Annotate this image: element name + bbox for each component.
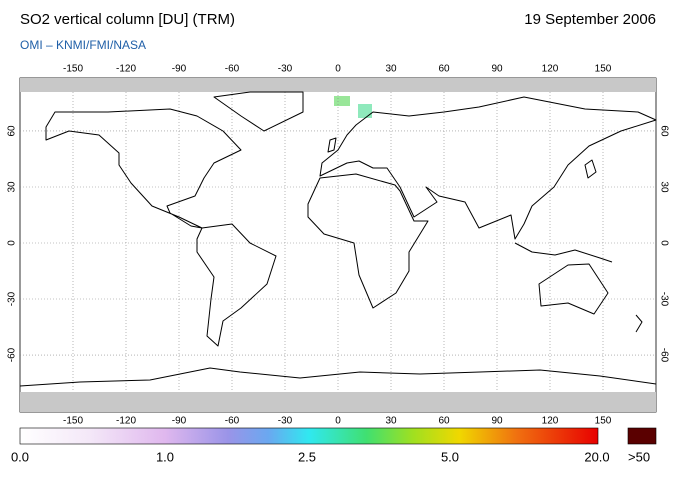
lon-tick-label: 30 — [385, 416, 397, 427]
lon-tick-label: -120 — [116, 416, 136, 427]
colorbar-label: 1.0 — [156, 449, 174, 464]
colorbar-ramp — [19, 427, 599, 445]
lon-tick-label: 150 — [595, 64, 612, 75]
map — [19, 77, 657, 413]
lon-tick-label: 120 — [542, 64, 559, 75]
lat-tick-label: 30 — [658, 181, 669, 193]
lon-tick-label: 0 — [335, 64, 341, 75]
colorbar-label: 2.5 — [298, 449, 316, 464]
colorbar-label: 5.0 — [441, 449, 459, 464]
lat-tick-label: -60 — [658, 348, 669, 363]
subtitle: OMI – KNMI/FMI/NASA — [20, 38, 146, 52]
coastline — [307, 173, 429, 309]
coastline — [584, 159, 597, 179]
lon-tick-label: 0 — [335, 416, 341, 427]
lon-tick-label: -30 — [278, 64, 293, 75]
lon-tick-label: -120 — [116, 64, 136, 75]
so2-signal — [358, 104, 372, 118]
colorbar-label: 20.0 — [584, 449, 609, 464]
no-data-north — [20, 78, 656, 92]
colorbar-labels: 0.0 1.0 2.5 5.0 20.0 — [11, 449, 610, 464]
lat-tick-label: -30 — [658, 292, 669, 307]
lat-tick-label: 60 — [7, 125, 18, 137]
lat-tick-label: 0 — [658, 240, 669, 246]
lon-tick-label: -90 — [172, 416, 187, 427]
lon-tick-label: 120 — [542, 416, 559, 427]
lat-tick-label: -60 — [7, 347, 18, 362]
lon-tick-label: 90 — [491, 416, 503, 427]
lon-tick-label: -60 — [225, 416, 240, 427]
overflow-box — [627, 427, 657, 445]
lat-tick-label: -30 — [7, 291, 18, 306]
lon-tick-label: -60 — [225, 64, 240, 75]
lon-tick-label: 60 — [438, 64, 450, 75]
date: 19 September 2006 — [524, 11, 656, 28]
tick-labels: -150 -150 -120 -120 -90 -90 -60 -60 -30 -30 0 0 30 30… — [7, 64, 670, 427]
coastline — [19, 367, 657, 387]
lon-tick-label: 60 — [438, 416, 450, 427]
lat-tick-label: 0 — [7, 240, 18, 246]
lon-tick-label: 150 — [595, 416, 612, 427]
lon-tick-label: -30 — [278, 416, 293, 427]
lon-tick-label: 30 — [385, 64, 397, 75]
overflow-label: >50 — [628, 449, 650, 464]
coastline — [538, 263, 609, 315]
colorbar-label: 0.0 — [11, 449, 29, 464]
coastline — [213, 91, 304, 132]
graticule — [20, 92, 656, 392]
coastline — [514, 242, 613, 263]
lon-tick-label: 90 — [491, 64, 503, 75]
lon-tick-label: -90 — [172, 64, 187, 75]
lon-tick-label: -150 — [63, 416, 83, 427]
lon-tick-label: -150 — [63, 64, 83, 75]
coastline — [45, 108, 242, 229]
colorbar: >50 0.0 1.0 2.5 5.0 20.0 — [11, 427, 657, 464]
coastline — [635, 314, 643, 333]
coastline — [319, 96, 657, 240]
no-data-south — [20, 392, 656, 412]
coastline — [327, 137, 337, 153]
title: SO2 vertical column [DU] (TRM) — [20, 11, 235, 28]
lat-tick-label: 30 — [7, 181, 18, 193]
so2-signal — [334, 96, 350, 106]
coastline — [196, 223, 277, 347]
lat-tick-label: 60 — [658, 125, 669, 137]
